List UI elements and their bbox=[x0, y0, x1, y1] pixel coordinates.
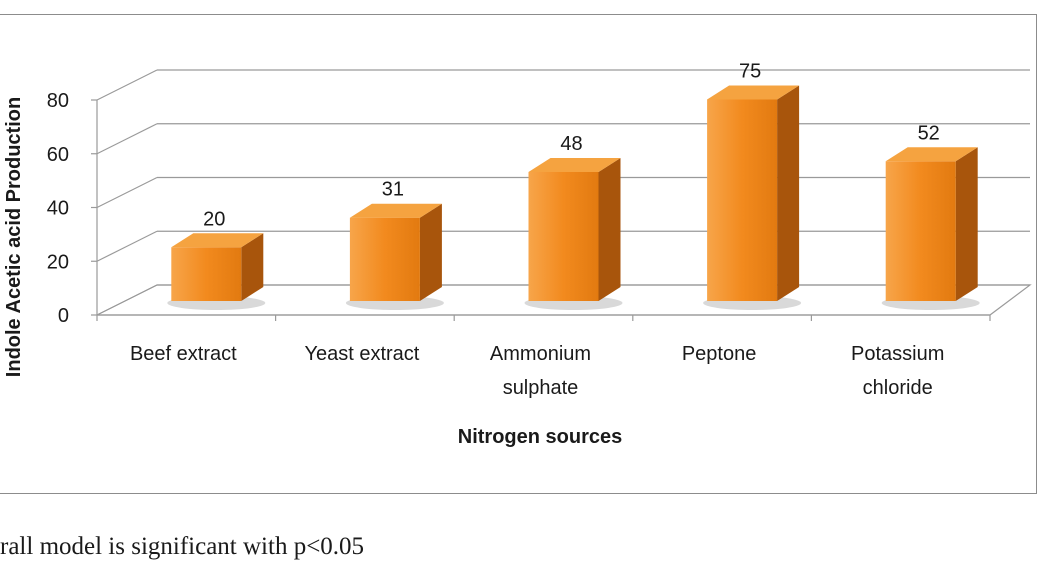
bar-0 bbox=[167, 233, 266, 310]
bar-front bbox=[707, 99, 778, 301]
bar-front bbox=[528, 172, 599, 301]
label-layer: 0 20 40 60 80 20 Beef extract 31 Yeast extract 48… bbox=[47, 60, 945, 399]
bar-3 bbox=[703, 85, 802, 310]
bar-top bbox=[349, 203, 442, 218]
bar-1 bbox=[345, 203, 444, 310]
bar-4 bbox=[881, 147, 980, 310]
data-label: 52 bbox=[918, 122, 940, 144]
data-label: 48 bbox=[560, 133, 582, 155]
bar-top bbox=[707, 85, 800, 100]
gridline-diag bbox=[96, 176, 158, 209]
data-label: 31 bbox=[382, 179, 404, 201]
bar-side bbox=[955, 147, 978, 301]
y-tick-label: 80 bbox=[47, 90, 69, 112]
category-label: Peptone bbox=[682, 343, 757, 365]
bars-layer bbox=[167, 85, 980, 310]
category-label: Ammonium bbox=[490, 343, 591, 365]
chart-frame bbox=[0, 14, 1037, 494]
bar-top bbox=[171, 233, 264, 248]
grid-layer bbox=[91, 69, 1032, 321]
bar-2 bbox=[524, 158, 623, 310]
category-label: Yeast extract bbox=[304, 343, 419, 365]
footnote: rall model is significant with p<0.05 bbox=[0, 533, 365, 560]
bar-side bbox=[777, 85, 800, 301]
data-label: 20 bbox=[203, 208, 225, 230]
category-label: chloride bbox=[863, 377, 933, 399]
category-label: Beef extract bbox=[130, 343, 237, 365]
y-tick-label: 60 bbox=[47, 144, 69, 166]
category-label: Potassium bbox=[851, 343, 944, 365]
gridline-diag bbox=[96, 123, 158, 155]
bar-front bbox=[349, 217, 420, 301]
bar-top bbox=[528, 158, 621, 172]
bar-side bbox=[598, 158, 621, 301]
bar-front bbox=[885, 161, 956, 301]
y-axis-title: Indole Acetic acid Production bbox=[3, 97, 25, 377]
gridline-diag bbox=[96, 284, 158, 316]
category-label: sulphate bbox=[503, 377, 579, 399]
bar-chart: 0 20 40 60 80 20 Beef extract 31 Yeast extract 48… bbox=[3, 60, 1032, 448]
bar-top bbox=[885, 147, 978, 162]
bar-front bbox=[171, 247, 242, 301]
y-tick-label: 0 bbox=[58, 305, 69, 327]
gridline-diag bbox=[96, 69, 158, 101]
y-tick-label: 40 bbox=[47, 198, 69, 220]
data-label: 75 bbox=[739, 60, 761, 82]
bar-side bbox=[241, 233, 264, 301]
x-axis-title: Nitrogen sources bbox=[458, 426, 622, 448]
gridline-diag bbox=[96, 230, 158, 262]
y-tick-label: 20 bbox=[47, 251, 69, 273]
bar-side bbox=[419, 203, 442, 301]
